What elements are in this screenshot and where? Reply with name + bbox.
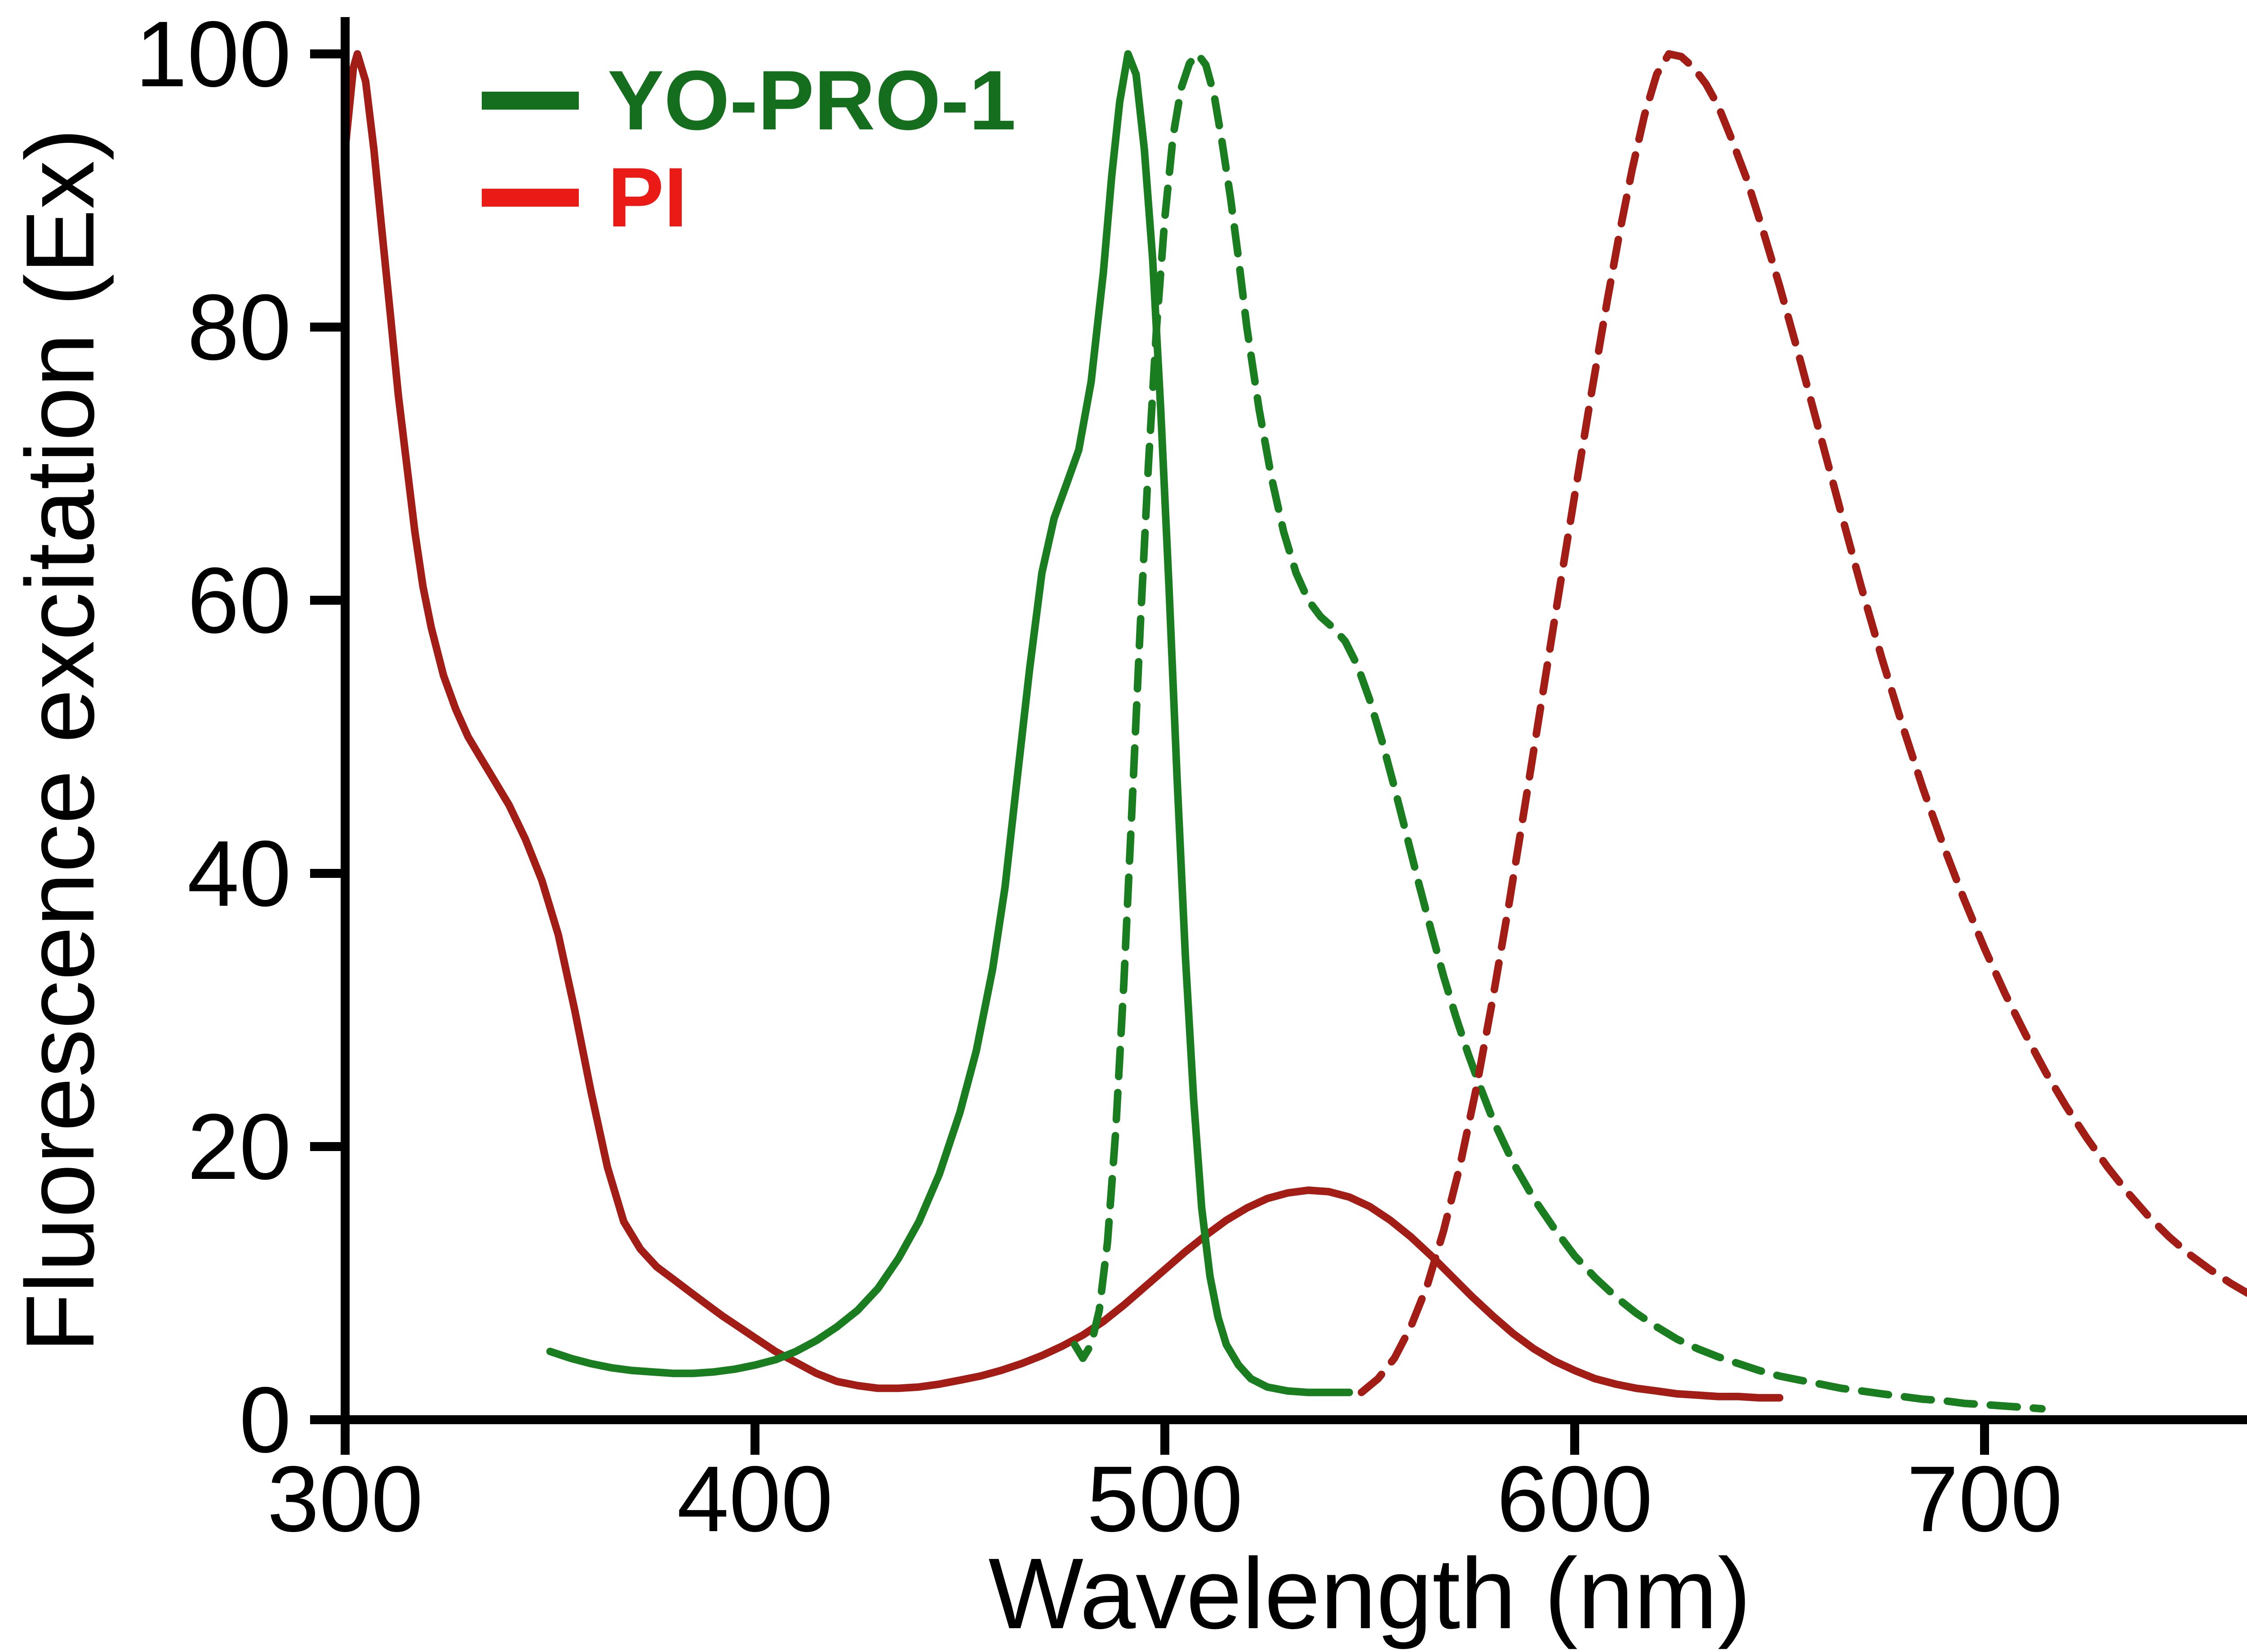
legend-label-pi: PI (608, 150, 688, 244)
x-tick-label-300: 300 (267, 1447, 423, 1551)
x-tick-label-700: 700 (1906, 1447, 2062, 1551)
axes: 3004005006007008000204060801000204060801… (135, 2, 2247, 1551)
x-tick-label-400: 400 (677, 1447, 833, 1551)
x-tick-label-500: 500 (1087, 1447, 1243, 1551)
curve-pi-ex (341, 50, 1784, 1402)
legend-label-yo-pro-1: YO-PRO-1 (608, 53, 1016, 147)
y-left-tick-label-20: 20 (187, 1095, 291, 1199)
curve-pi-em (1358, 50, 2247, 1396)
legend: YO-PRO-1PI (482, 53, 1016, 244)
y-left-tick-label-60: 60 (187, 549, 291, 653)
curve-yo-pro-1-em (1070, 50, 2046, 1413)
y-left-tick-label-80: 80 (187, 275, 291, 380)
legend-item-yo-pro-1: YO-PRO-1 (482, 53, 1016, 147)
x-axis-title: Wavelength (nm) (988, 1537, 1751, 1650)
curves (341, 50, 2247, 1413)
y-axis-title-left: Fluorescence excitation (Ex) (5, 128, 114, 1352)
y-left-tick-label-40: 40 (187, 822, 291, 926)
x-tick-label-600: 600 (1497, 1447, 1652, 1551)
y-left-tick-label-100: 100 (135, 2, 291, 106)
legend-item-pi: PI (482, 150, 688, 244)
curve-yo-pro-1-ex (546, 50, 1353, 1396)
y-left-tick-label-0: 0 (239, 1368, 291, 1472)
